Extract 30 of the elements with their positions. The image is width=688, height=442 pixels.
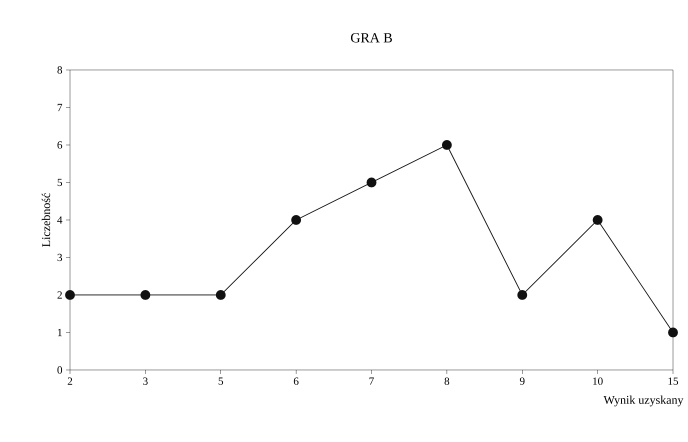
x-tick-label: 9 (520, 378, 525, 385)
x-tick-label: 8 (444, 378, 450, 385)
point (366, 178, 376, 188)
chart-title: GRA B (350, 33, 392, 42)
point (291, 215, 302, 225)
point (668, 328, 678, 338)
y-tick-label: 5 (58, 178, 62, 186)
point (65, 290, 75, 300)
y-tick-label: 4 (57, 216, 62, 224)
x-tick-label: 3 (143, 378, 148, 385)
x-tick-label: 5 (218, 378, 224, 385)
x-tick-label: 7 (369, 378, 374, 385)
x-axis-title: Wynik uzyskany (604, 396, 684, 406)
point (140, 290, 150, 300)
y-tick-label: 1 (58, 328, 62, 336)
x-tick-label: 15 (668, 378, 678, 385)
y-tick-label: 7 (58, 104, 62, 112)
point (442, 140, 452, 150)
y-axis-title: Liczebność (42, 193, 50, 247)
x-tick-label: 6 (294, 378, 299, 385)
point (216, 290, 226, 300)
point (592, 215, 603, 225)
x-tick-label: 10 (593, 378, 603, 385)
x-tick-label: 2 (68, 378, 72, 385)
point (517, 290, 528, 300)
y-tick-label: 3 (58, 254, 62, 262)
y-tick-label: 6 (57, 141, 62, 149)
y-tick-label: 8 (57, 66, 62, 74)
y-tick-label: 2 (57, 291, 62, 299)
y-tick-label: 0 (57, 366, 62, 374)
